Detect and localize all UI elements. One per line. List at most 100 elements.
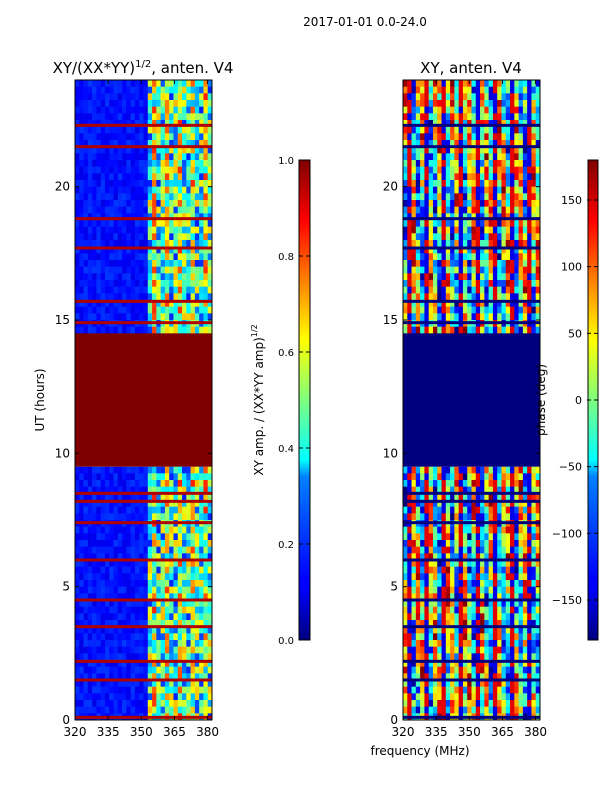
heatmap-cell (416, 513, 421, 520)
heatmap-cell (480, 547, 485, 554)
heatmap-cell (118, 127, 123, 134)
heatmap-cell (510, 567, 515, 574)
heatmap-cell (122, 633, 127, 640)
heatmap-cell (195, 687, 200, 694)
heatmap-cell (126, 207, 131, 214)
heatmap-cell (476, 313, 481, 320)
heatmap-cell (493, 127, 498, 134)
heatmap-cell (472, 507, 477, 514)
heatmap-cell (433, 220, 438, 227)
heatmap-cell (527, 200, 532, 207)
heatmap-cell (92, 173, 97, 180)
heatmap-cell (531, 267, 536, 274)
heatmap-cell (429, 260, 434, 267)
heatmap-cell (75, 327, 80, 334)
heatmap-cell (152, 127, 157, 134)
heatmap-cell (463, 327, 468, 334)
heatmap-cell (429, 613, 434, 620)
heatmap-cell (506, 227, 511, 234)
heatmap-cell (126, 267, 131, 274)
heatmap-cell (122, 640, 127, 647)
heatmap-cell (407, 207, 412, 214)
heatmap-cell (161, 533, 166, 540)
heatmap-cell (467, 127, 472, 134)
heatmap-cell (195, 580, 200, 587)
heatmap-cell (182, 127, 187, 134)
heatmap-cell (442, 693, 447, 700)
heatmap-cell (118, 273, 123, 280)
heatmap-cell (429, 227, 434, 234)
heatmap-cell (165, 613, 170, 620)
heatmap-cell (165, 547, 170, 554)
heatmap-cell (178, 187, 183, 194)
heatmap-cell (433, 180, 438, 187)
heatmap-cell (514, 227, 519, 234)
heatmap-cell (92, 700, 97, 707)
heatmap-cell (88, 113, 93, 120)
heatmap-cell (105, 167, 110, 174)
heatmap-cell (148, 133, 153, 140)
heatmap-cell (527, 293, 532, 300)
heatmap-cell (510, 200, 515, 207)
heatmap-cell (437, 287, 442, 294)
heatmap-cell (442, 227, 447, 234)
heatmap-cell (454, 647, 459, 654)
heatmap-cell (416, 647, 421, 654)
heatmap-cell (156, 160, 161, 167)
heatmap-cell (75, 573, 80, 580)
heatmap-cell (182, 647, 187, 654)
heatmap-cell (454, 473, 459, 480)
heatmap-cell (484, 267, 489, 274)
heatmap-cell (506, 200, 511, 207)
heatmap-cell (118, 293, 123, 300)
heatmap-cell (459, 173, 464, 180)
heatmap-cell (407, 307, 412, 314)
heatmap-cell (182, 107, 187, 114)
heatmap-cell (105, 533, 110, 540)
heatmap-cell (118, 187, 123, 194)
heatmap-cell (420, 260, 425, 267)
heatmap-cell (506, 667, 511, 674)
heatmap-cell (531, 293, 536, 300)
heatmap-cell (92, 267, 97, 274)
heatmap-cell (118, 467, 123, 474)
heatmap-cell (199, 240, 204, 247)
heatmap-cell (501, 180, 506, 187)
heatmap-cell (476, 187, 481, 194)
heatmap-cell (489, 113, 494, 120)
heatmap-cell (165, 160, 170, 167)
heatmap-cell (437, 153, 442, 160)
heatmap-cell (407, 647, 412, 654)
heatmap-cell (493, 653, 498, 660)
heatmap-cell (463, 113, 468, 120)
heatmap-cell (501, 193, 506, 200)
heatmap-cell (497, 113, 502, 120)
heatmap-cell (178, 573, 183, 580)
heatmap-cell (433, 187, 438, 194)
heatmap-cell (139, 687, 144, 694)
heatmap-cell (467, 253, 472, 260)
heatmap-cell (156, 253, 161, 260)
heatmap-cell (506, 273, 511, 280)
heatmap-cell (173, 507, 178, 514)
heatmap-cell (139, 507, 144, 514)
heatmap-cell (169, 80, 174, 87)
heatmap-cell (118, 567, 123, 574)
flagged-row (403, 145, 540, 148)
heatmap-cell (114, 87, 119, 94)
heatmap-cell (139, 260, 144, 267)
heatmap-cell (476, 507, 481, 514)
heatmap-cell (101, 293, 106, 300)
heatmap-cell (424, 133, 429, 140)
heatmap-cell (472, 547, 477, 554)
heatmap-cell (88, 640, 93, 647)
heatmap-cell (195, 653, 200, 660)
heatmap-cell (519, 287, 524, 294)
heatmap-cell (144, 80, 149, 87)
heatmap-cell (484, 240, 489, 247)
heatmap-cell (463, 533, 468, 540)
heatmap-cell (203, 647, 208, 654)
flagged-row (75, 217, 212, 220)
heatmap-cell (416, 667, 421, 674)
heatmap-cell (161, 100, 166, 107)
